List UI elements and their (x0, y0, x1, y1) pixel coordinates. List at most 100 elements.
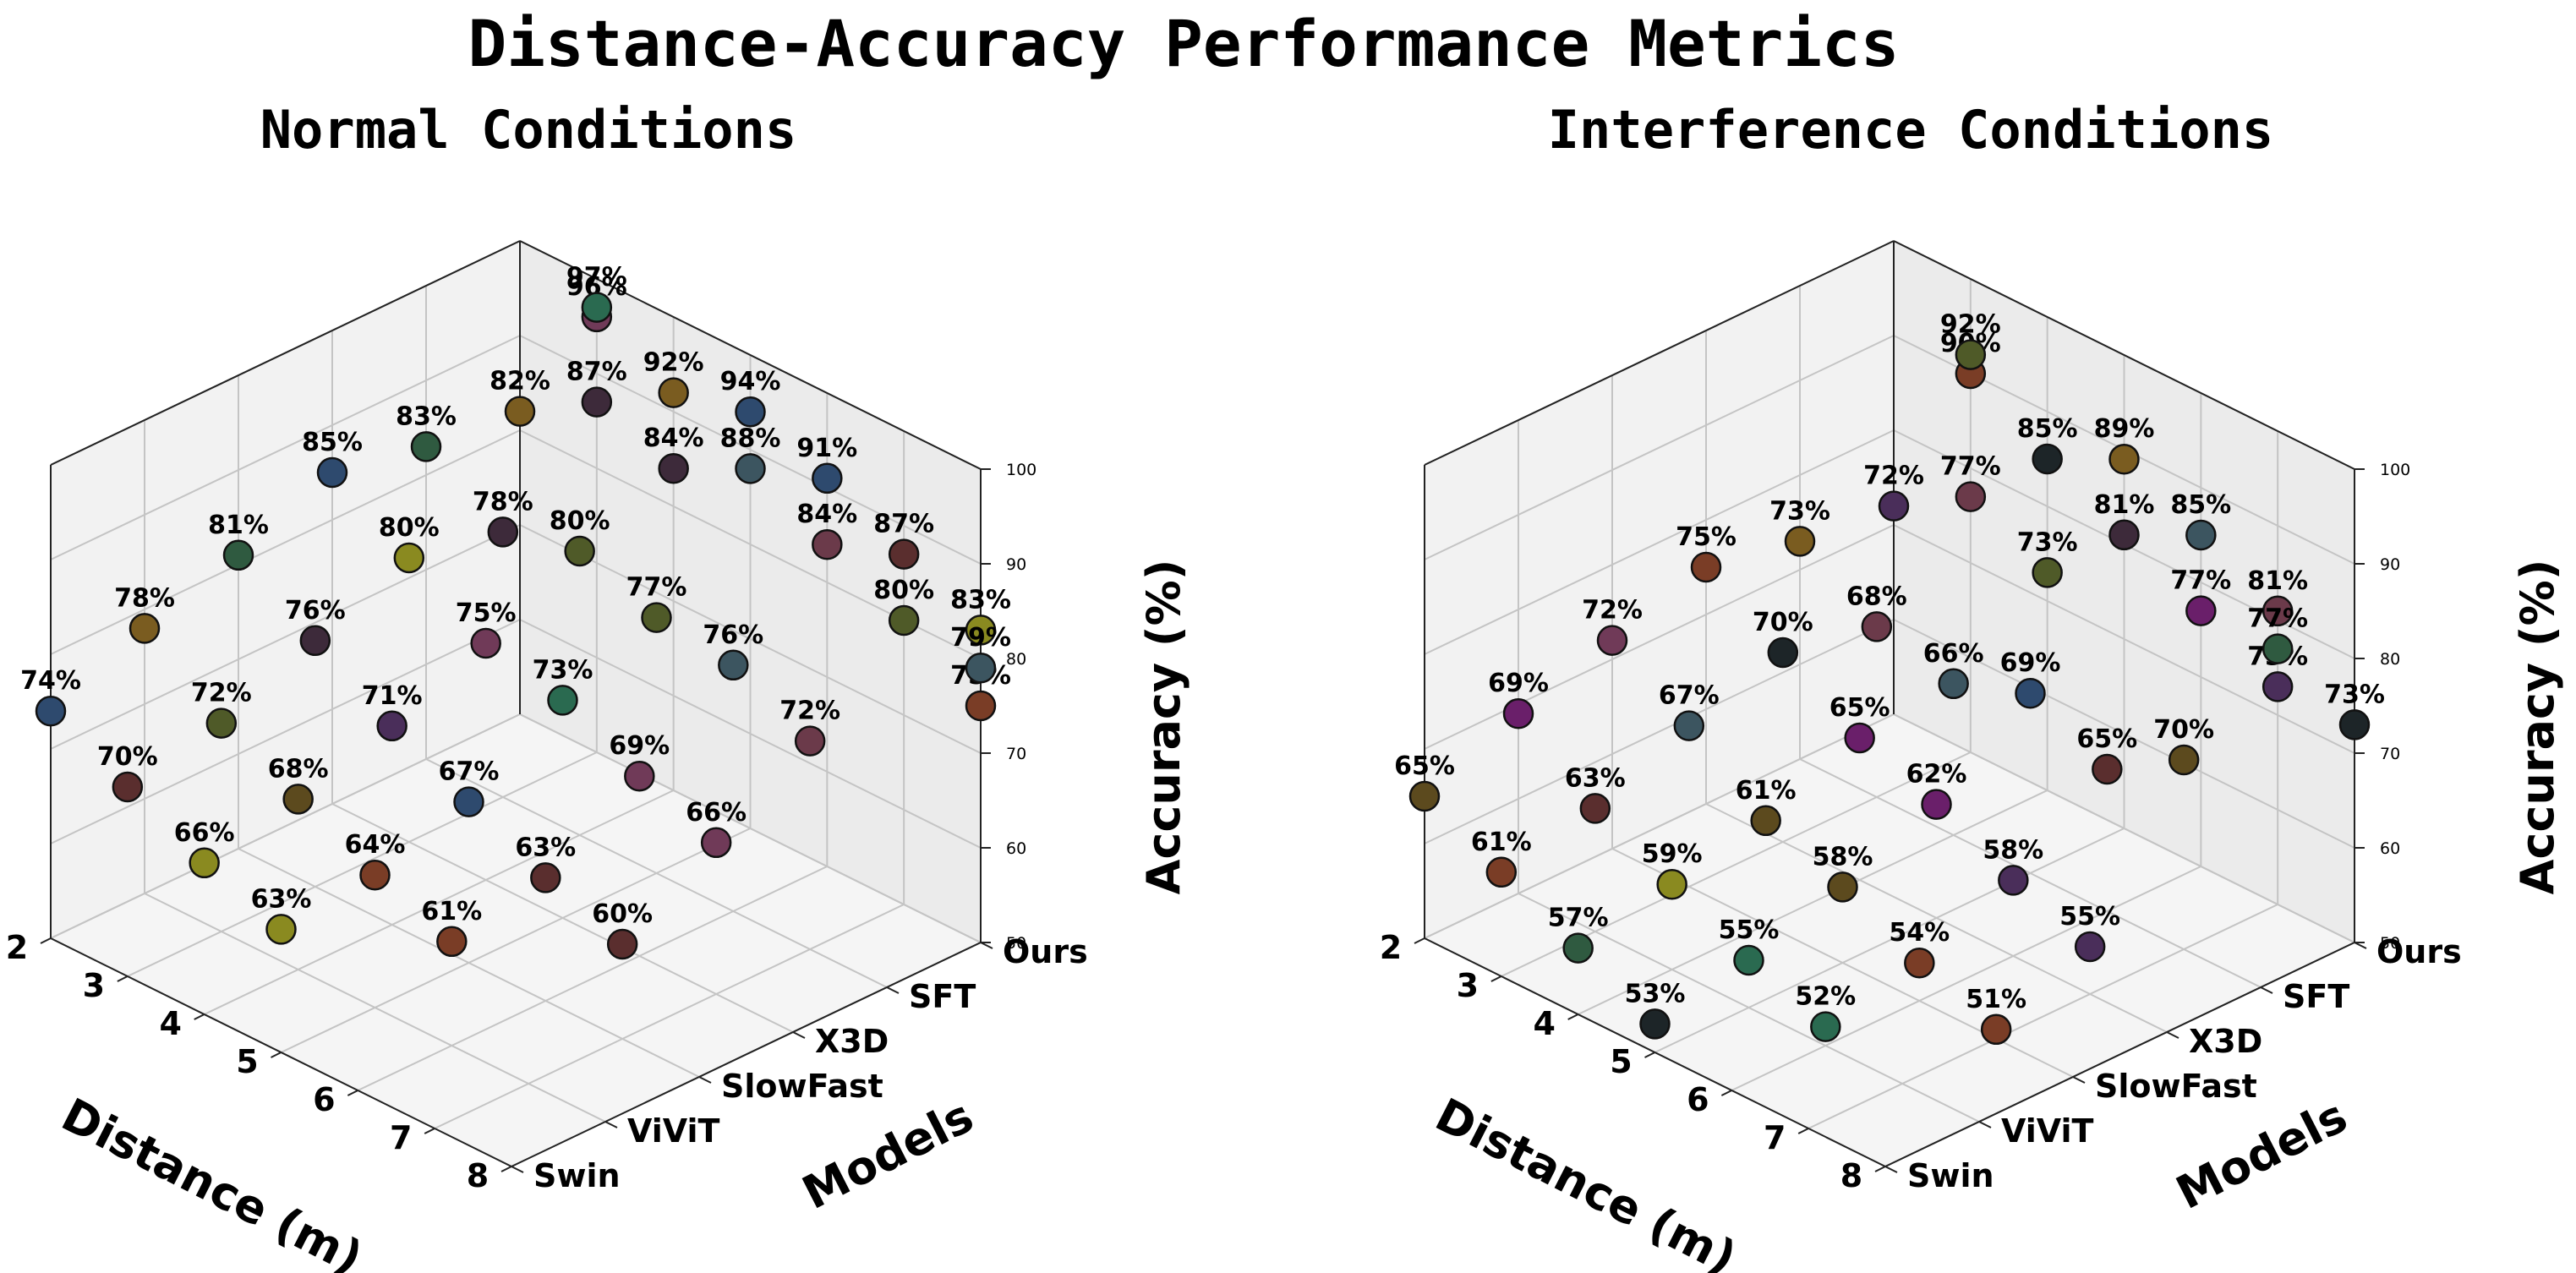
data-point (470, 627, 501, 659)
tick-models (2354, 942, 2367, 949)
pane-edge (519, 240, 982, 470)
data-point (606, 928, 638, 960)
data-label: 54% (1889, 918, 1950, 948)
tick-label-model: Ours (1003, 933, 1088, 970)
tick-distance (1414, 937, 1425, 944)
data-point (700, 827, 732, 859)
data-label: 58% (1813, 842, 1873, 871)
data-point (812, 528, 843, 560)
gridline-z (1424, 335, 1895, 560)
data-point (1596, 625, 1628, 656)
gridline-x (1578, 789, 2048, 1015)
data-label: 73% (2324, 680, 2385, 709)
data-point (1827, 871, 1858, 903)
tick-label-accuracy: 90 (1006, 555, 1026, 574)
tick-distance (117, 975, 129, 982)
tick-label-accuracy: 60 (1006, 839, 1026, 858)
data-label: 80% (873, 576, 934, 605)
data-point (1562, 932, 1594, 964)
data-label: 91% (796, 434, 857, 463)
data-point (129, 613, 161, 644)
data-point (410, 431, 442, 462)
tick-label-distance: 4 (159, 1005, 181, 1042)
gridline-x (281, 828, 751, 1053)
gridline-x (50, 713, 521, 939)
gridline-y (1518, 893, 1980, 1123)
gridline-z (50, 619, 521, 844)
data-label: 97% (566, 263, 627, 292)
data-point (359, 859, 391, 891)
data-point (794, 725, 826, 757)
tick-label-model: SlowFast (2095, 1068, 2257, 1105)
data-label: 63% (251, 884, 312, 914)
tick-models (511, 1166, 524, 1173)
data-point (2185, 595, 2217, 626)
axis-label-models: Models (794, 1089, 982, 1220)
data-label: 52% (1795, 982, 1856, 1012)
panel-normal: Normal Conditions 2 3 4 5 6 7 8 SwinViViTSlowFas… (6, 99, 1190, 1273)
gridline-y (331, 803, 794, 1033)
tick-models (792, 1031, 806, 1039)
data-point (2168, 744, 2200, 776)
gridline-z (1424, 429, 1895, 655)
data-point (35, 695, 67, 727)
data-label: 68% (268, 754, 329, 784)
tick-distance (424, 1128, 435, 1134)
tick-label-model: X3D (2189, 1023, 2262, 1060)
gridline-y (1705, 803, 2168, 1033)
tick-label-distance: 3 (1457, 967, 1479, 1004)
data-point (965, 652, 997, 684)
data-point (1690, 551, 1722, 583)
data-point (965, 615, 997, 646)
data-label: 68% (1846, 582, 1907, 611)
data-label: 77% (626, 573, 687, 603)
tick-label-accuracy: 70 (2380, 745, 2400, 763)
data-label: 67% (439, 757, 500, 787)
data-label: 87% (873, 510, 934, 539)
tick-label-model: ViViT (2001, 1112, 2094, 1150)
data-label: 82% (489, 367, 550, 396)
data-label: 84% (796, 500, 857, 529)
data-point (2108, 443, 2140, 475)
data-label: 67% (1659, 681, 1720, 711)
data-point (282, 784, 314, 815)
back-pane (1425, 241, 1894, 938)
tick-label-distance: 5 (1610, 1043, 1632, 1080)
gridline-x (1424, 713, 1895, 939)
data-point (2032, 557, 2063, 588)
data-label: 74% (20, 666, 81, 696)
tick-label-distance: 6 (313, 1081, 335, 1118)
data-label: 92% (643, 348, 704, 378)
gridline-z (50, 524, 521, 750)
data-label: 84% (643, 423, 704, 453)
data-point (1408, 780, 1441, 812)
data-point (2185, 519, 2217, 551)
tick-label-distance: 8 (1840, 1157, 1862, 1194)
data-point (658, 377, 689, 408)
data-label: 76% (285, 596, 346, 626)
data-label: 73% (1769, 496, 1830, 526)
data-point (1998, 865, 2029, 896)
tick-distance (500, 1166, 512, 1172)
tick-distance (1797, 1128, 1809, 1134)
tick-distance (1720, 1090, 1732, 1096)
data-point (453, 786, 484, 817)
data-point (735, 396, 766, 428)
axis-line-models (1884, 942, 2355, 1167)
data-point (735, 453, 766, 484)
tick-distance (347, 1090, 358, 1096)
gridline-z (1424, 619, 1895, 844)
data-point (1767, 636, 1799, 669)
gridline-x (1654, 828, 2125, 1053)
tick-models (1884, 1166, 1898, 1173)
gridline-y (1799, 758, 2262, 988)
data-point (1861, 611, 1893, 642)
data-label: 60% (592, 899, 653, 929)
tick-label-model: Swin (533, 1157, 621, 1194)
data-label: 70% (97, 742, 158, 772)
data-point (265, 914, 297, 945)
data-label: 83% (396, 402, 457, 431)
data-point (205, 708, 238, 739)
data-point (316, 456, 348, 489)
